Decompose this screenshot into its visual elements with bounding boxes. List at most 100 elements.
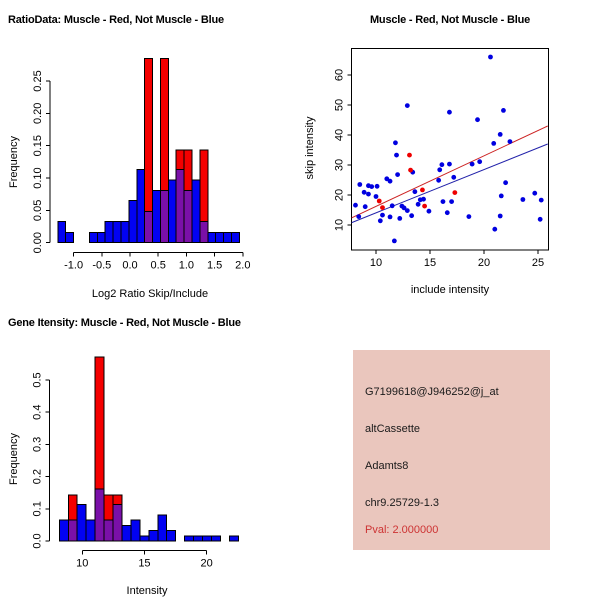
- gene-intensity-histogram-xlabel: Intensity: [126, 585, 168, 597]
- y-tick-label: 0.20: [32, 103, 44, 124]
- scatter-point-not-muscle: [426, 208, 432, 214]
- histogram-bar-blue: [130, 519, 141, 542]
- scatter-point-muscle: [380, 205, 385, 211]
- scatter-point-not-muscle: [497, 213, 503, 219]
- scatter-point-not-muscle: [387, 178, 393, 184]
- scatter-point-not-muscle: [501, 108, 506, 113]
- gene-info-panel: G7199618@J946252@j_at altCassette Adamts…: [300, 300, 600, 600]
- histogram-bar-blue: [152, 189, 161, 244]
- y-tick-label: 40: [334, 129, 346, 141]
- x-tick-label: -1.0: [64, 260, 83, 272]
- x-tick-label: 10: [76, 558, 88, 570]
- scatter-point-not-muscle: [447, 161, 452, 167]
- histogram-bar-blue: [184, 535, 195, 542]
- regression-line-muscle: [351, 125, 548, 219]
- scatter-point-not-muscle: [492, 226, 498, 232]
- histogram-bar-blue: [223, 231, 233, 244]
- scatter-point-not-muscle: [475, 117, 480, 123]
- scatter-point-not-muscle: [404, 103, 410, 108]
- histogram-bar-blue: [207, 231, 217, 244]
- scatter-point-not-muscle: [391, 238, 397, 244]
- y-tick-label: 30: [334, 159, 346, 171]
- scatter-point-not-muscle: [507, 139, 513, 145]
- intensity-scatter-xlabel: include intensity: [410, 284, 490, 296]
- histogram-bar-blue: [136, 169, 146, 244]
- histogram-bar-overlap: [159, 189, 169, 244]
- scatter-point-not-muscle: [356, 214, 362, 220]
- histogram-bar-blue: [215, 231, 225, 244]
- histogram-bar-blue: [167, 179, 177, 244]
- intensity-scatter-plot: 10 20 30 40 50 60 10 15 20 25: [334, 47, 549, 269]
- chromosome-location: chr9.25729-1.3: [365, 497, 439, 509]
- y-tick-label: 0.15: [32, 135, 44, 156]
- intensity-scatter-ylabel: skip intensity: [304, 116, 316, 180]
- x-tick-label: 2.0: [235, 260, 250, 272]
- x-tick-label: 0.0: [122, 260, 137, 272]
- scatter-point-muscle: [452, 190, 458, 196]
- histogram-bar-overlap: [103, 519, 114, 542]
- histogram-bar-overlap: [183, 189, 193, 244]
- histogram-bar-overlap: [144, 211, 154, 244]
- histogram-bar-blue: [65, 231, 75, 244]
- histogram-bar-blue: [104, 220, 114, 244]
- histogram-bar-blue: [88, 231, 98, 244]
- scatter-point-not-muscle: [437, 167, 443, 173]
- intensity-scatter-panel: 10 20 30 40 50 60 10 15 20 25 Muscle - Red, Not M…: [300, 0, 600, 300]
- gene-info-background: G7199618@J946252@j_at altCassette Adamts…: [353, 350, 550, 550]
- scatter-point-not-muscle: [491, 141, 497, 146]
- scatter-point-not-muscle: [477, 159, 483, 165]
- scatter-point-not-muscle: [498, 193, 504, 199]
- splice-type: altCassette: [365, 423, 421, 435]
- y-tick-label: 0.0: [31, 533, 43, 548]
- scatter-point-not-muscle: [401, 205, 407, 211]
- y-tick-label: 0.05: [32, 200, 44, 221]
- y-tick-label: 0.5: [31, 372, 43, 387]
- intensity-scatter-title: Muscle - Red, Not Muscle - Blue: [369, 14, 531, 26]
- scatter-point-not-muscle: [361, 189, 367, 195]
- histogram-bar-blue: [85, 519, 96, 542]
- y-tick-label: 50: [334, 99, 346, 111]
- y-tick-label: 20: [334, 189, 346, 201]
- scatter-point-not-muscle: [394, 152, 399, 158]
- y-tick-label: 0.10: [32, 167, 44, 188]
- y-tick-label: 0.3: [31, 437, 43, 452]
- ratio-histogram-title: RatioData: Muscle - Red, Not Muscle - Bl…: [8, 14, 224, 26]
- x-tick-label: 15: [138, 558, 150, 570]
- histogram-bar-overlap: [175, 169, 185, 244]
- histogram-bar-blue: [193, 535, 203, 542]
- x-tick-label: 1.0: [179, 260, 194, 272]
- histogram-bar-blue: [191, 179, 201, 244]
- x-tick-label: 0.5: [151, 260, 166, 272]
- histogram-bar-blue: [76, 504, 87, 542]
- scatter-point-not-muscle: [436, 177, 442, 183]
- scatter-point-muscle: [420, 187, 425, 193]
- histogram-bar-blue: [148, 530, 159, 542]
- scatter-point-not-muscle: [520, 197, 526, 202]
- scatter-point-not-muscle: [449, 199, 454, 205]
- histogram-bar-blue: [231, 231, 240, 244]
- histogram-bar-blue: [157, 514, 168, 542]
- histogram-bar-blue: [121, 525, 132, 542]
- ratio-histogram-xlabel: Log2 Ratio Skip/Include: [91, 288, 209, 300]
- ratio-histogram-panel: 0.00 0.05 0.10 0.15 0.20 0.25 -1.0 -0.5 0.0 0.5 1.…: [0, 0, 300, 300]
- scatter-point-muscle: [376, 198, 382, 204]
- scatter-point-muscle: [407, 152, 412, 158]
- scatter-point-not-muscle: [466, 214, 472, 220]
- scatter-point-not-muscle: [503, 180, 508, 186]
- scatter-point-not-muscle: [362, 204, 368, 210]
- scatter-point-not-muscle: [404, 208, 410, 214]
- y-tick-label: 10: [334, 219, 346, 231]
- scatter-point-not-muscle: [469, 161, 475, 167]
- gene-intensity-histogram-panel: 0.0 0.1 0.2 0.3 0.4 0.5 10 15 20 Gene Itensity: …: [0, 300, 300, 600]
- histogram-bar-blue: [120, 220, 130, 244]
- histogram-bar-blue: [210, 535, 221, 542]
- gene-intensity-histogram-ylabel: Frequency: [8, 433, 20, 485]
- x-tick-label: -0.5: [92, 260, 111, 272]
- scatter-point-not-muscle: [409, 213, 415, 219]
- x-tick-label: 20: [478, 257, 490, 269]
- histogram-bar-blue: [128, 200, 138, 244]
- scatter-point-not-muscle: [374, 183, 380, 189]
- gene-symbol: Adamts8: [365, 460, 409, 472]
- scatter-point-not-muscle: [389, 203, 395, 209]
